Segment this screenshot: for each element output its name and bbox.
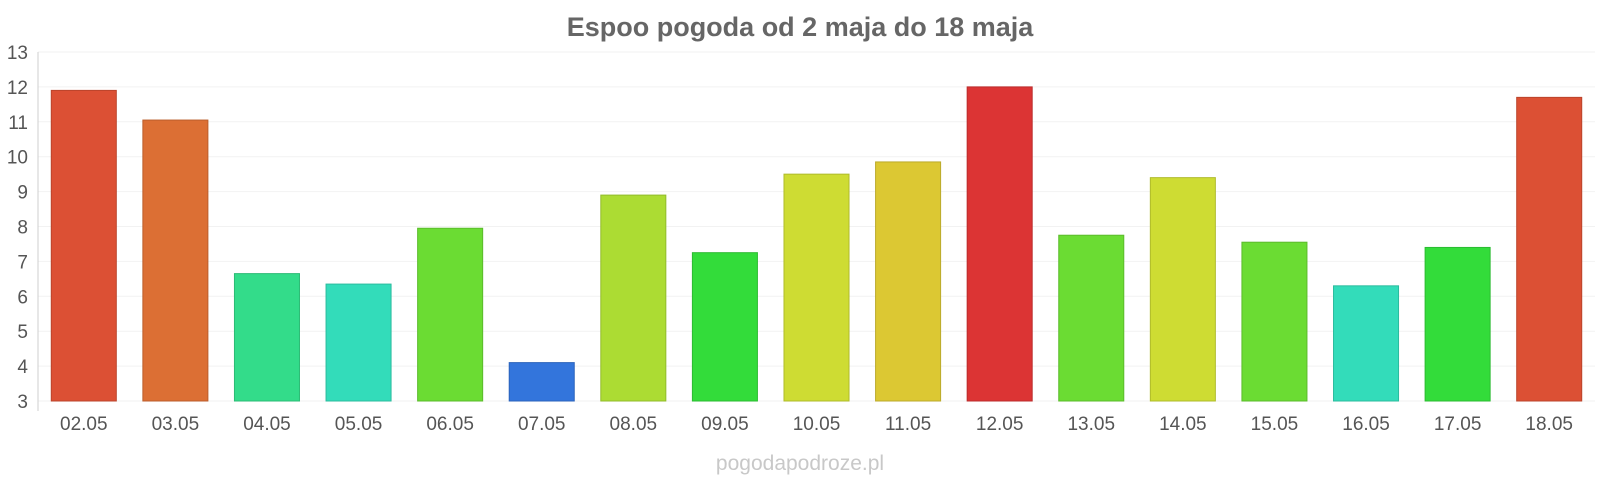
bar-09-05[interactable] [691, 252, 758, 402]
y-tick-label: 7 [17, 252, 28, 273]
chart-title: Espoo pogoda od 2 maja do 18 maja [567, 12, 1035, 42]
x-tick-label: 11.05 [885, 414, 931, 435]
bar-18-05[interactable] [1516, 96, 1583, 402]
bar-07-05[interactable] [508, 362, 575, 402]
y-tick-label: 3 [17, 392, 28, 413]
bar-02-05[interactable] [50, 89, 117, 402]
y-tick-label: 9 [17, 183, 28, 204]
x-tick-label: 09.05 [701, 414, 749, 435]
x-tick-label: 03.05 [152, 414, 200, 435]
x-tick-label: 17.05 [1434, 414, 1482, 435]
bar-15-05[interactable] [1241, 241, 1308, 402]
y-axis-ticks: 3 4 5 6 7 8 9 10 11 12 13 [7, 43, 29, 413]
x-tick-label: 04.05 [243, 414, 291, 435]
x-tick-label: 02.05 [60, 414, 108, 435]
x-tick-label: 05.05 [335, 414, 383, 435]
bars [50, 86, 1583, 402]
bar-10-05[interactable] [783, 173, 850, 402]
bar-14-05[interactable] [1149, 177, 1216, 402]
y-tick-label: 12 [7, 78, 28, 99]
y-tick-label: 5 [17, 322, 28, 343]
bar-03-05[interactable] [142, 119, 209, 402]
x-tick-label: 18.05 [1525, 414, 1573, 435]
bar-04-05[interactable] [233, 273, 300, 402]
y-tick-label: 11 [8, 113, 28, 134]
bar-06-05[interactable] [417, 227, 484, 402]
x-tick-label: 16.05 [1342, 414, 1390, 435]
x-tick-label: 06.05 [426, 414, 474, 435]
y-tick-label: 6 [17, 287, 28, 308]
bar-08-05[interactable] [600, 194, 667, 402]
x-tick-label: 12.05 [976, 414, 1024, 435]
y-tick-label: 4 [17, 357, 28, 378]
x-tick-label: 10.05 [793, 414, 841, 435]
x-tick-label: 15.05 [1251, 414, 1299, 435]
x-axis-ticks: 02.05 03.05 04.05 05.05 06.05 07.05 08.05 09.05… [60, 414, 1573, 435]
bar-17-05[interactable] [1424, 246, 1491, 402]
x-tick-label: 14.05 [1159, 414, 1207, 435]
x-tick-label: 13.05 [1067, 414, 1115, 435]
bar-05-05[interactable] [325, 283, 392, 402]
bar-11-05[interactable] [875, 161, 942, 402]
bar-13-05[interactable] [1058, 234, 1125, 402]
bar-16-05[interactable] [1333, 285, 1400, 402]
bar-12-05[interactable] [966, 86, 1033, 402]
y-tick-label: 13 [7, 43, 28, 64]
x-tick-label: 08.05 [610, 414, 658, 435]
y-tick-label: 8 [17, 218, 28, 239]
watermark: pogodapodroze.pl [716, 452, 884, 475]
x-tick-label: 07.05 [518, 414, 566, 435]
y-tick-label: 10 [7, 148, 28, 169]
